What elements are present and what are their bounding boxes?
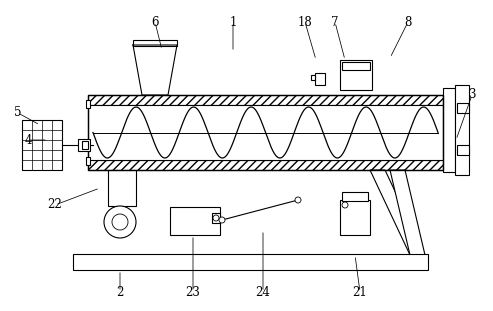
Bar [212, 213, 220, 223]
Circle shape [213, 215, 219, 221]
Bar [342, 192, 368, 201]
Polygon shape [370, 170, 425, 255]
Bar [340, 60, 372, 90]
Circle shape [342, 202, 348, 208]
Bar [342, 62, 370, 70]
Text: 6: 6 [151, 16, 159, 29]
Bar [88, 105, 443, 160]
Text: 4: 4 [24, 133, 32, 146]
Bar [108, 170, 136, 206]
Bar [73, 254, 428, 270]
Text: 18: 18 [298, 16, 313, 29]
Text: 21: 21 [352, 285, 367, 299]
Bar [86, 157, 90, 165]
Bar [22, 120, 62, 170]
Bar [457, 103, 469, 113]
Bar [443, 88, 455, 172]
Bar [82, 141, 88, 149]
Bar [455, 85, 469, 175]
Bar [133, 40, 177, 46]
Circle shape [104, 206, 136, 238]
Text: 3: 3 [468, 89, 476, 101]
Polygon shape [390, 170, 425, 255]
Text: 7: 7 [331, 16, 339, 29]
Bar [340, 200, 370, 235]
Bar [457, 145, 469, 155]
Circle shape [219, 217, 225, 223]
Circle shape [295, 197, 301, 203]
Text: 24: 24 [255, 285, 271, 299]
Text: 8: 8 [404, 16, 412, 29]
Text: 22: 22 [48, 198, 63, 211]
Bar [88, 160, 443, 170]
Bar [88, 95, 443, 105]
Circle shape [112, 214, 128, 230]
Bar [315, 73, 325, 85]
Bar [86, 100, 90, 108]
Bar [170, 207, 220, 235]
Bar [88, 95, 443, 170]
Text: 2: 2 [116, 285, 124, 299]
Bar [78, 139, 90, 151]
Text: 5: 5 [14, 106, 22, 119]
Polygon shape [133, 45, 177, 95]
Text: 1: 1 [229, 16, 237, 29]
Bar [311, 75, 315, 80]
Text: 23: 23 [185, 285, 201, 299]
